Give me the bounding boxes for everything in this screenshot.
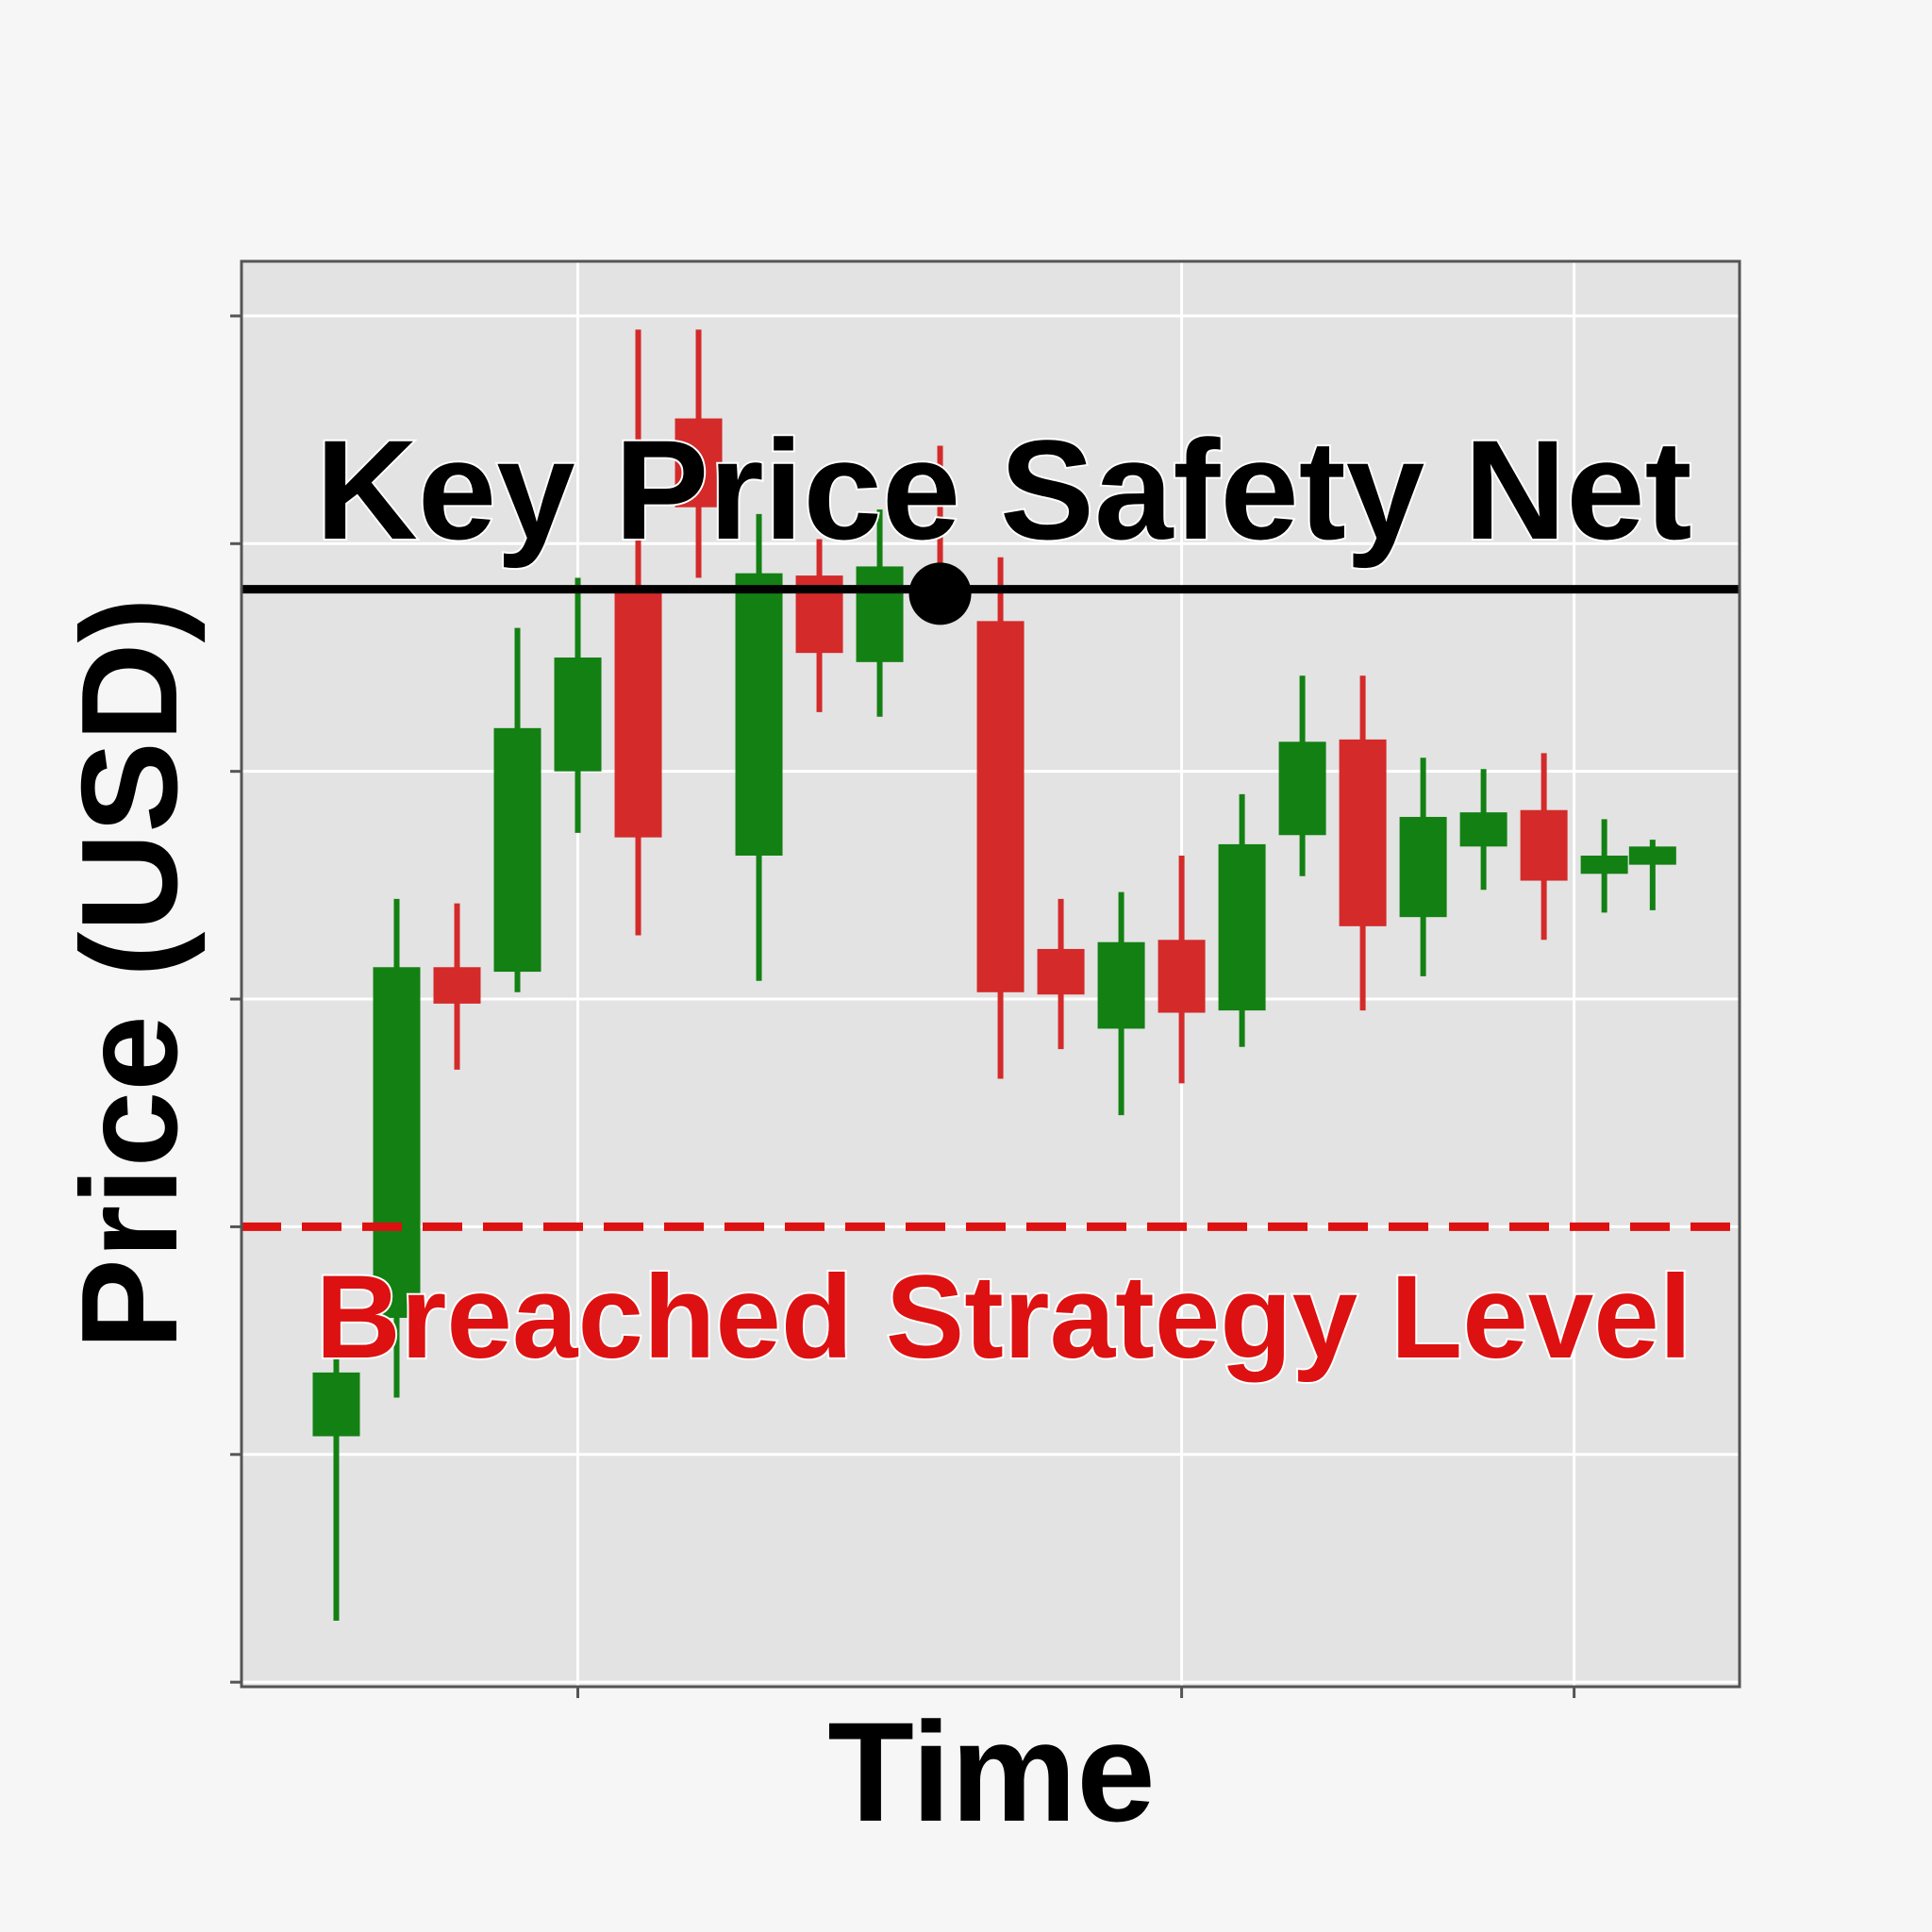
candle-body [373,967,421,1318]
candle-body [1158,940,1206,1013]
candle-body [1459,812,1507,847]
plot-frame [240,259,1741,1689]
annotation: Breached Strategy Level [316,1252,1692,1383]
marker-point [908,562,972,625]
candle-body [614,591,662,838]
candle-body [976,621,1024,992]
candle-body [554,657,602,772]
candle-body [1339,739,1387,926]
candle-body [1628,846,1676,865]
candle-body [1097,941,1145,1029]
candle-body [1278,741,1326,836]
y-axis-label: Price (USD) [53,597,206,1350]
annotation: Key Price Safety Net [315,410,1691,569]
candle-body [433,967,481,1004]
candle-body [493,727,541,973]
candle-body [675,418,723,508]
candle-body [856,566,904,662]
candle-body [1520,809,1568,881]
candle-body [1037,948,1085,995]
candle-body [735,573,783,856]
x-axis-label: Time [827,1692,1155,1851]
candle-body [1399,816,1447,918]
candle-body [1580,855,1628,874]
candle-body [312,1372,360,1437]
candle-body [1218,843,1266,1011]
